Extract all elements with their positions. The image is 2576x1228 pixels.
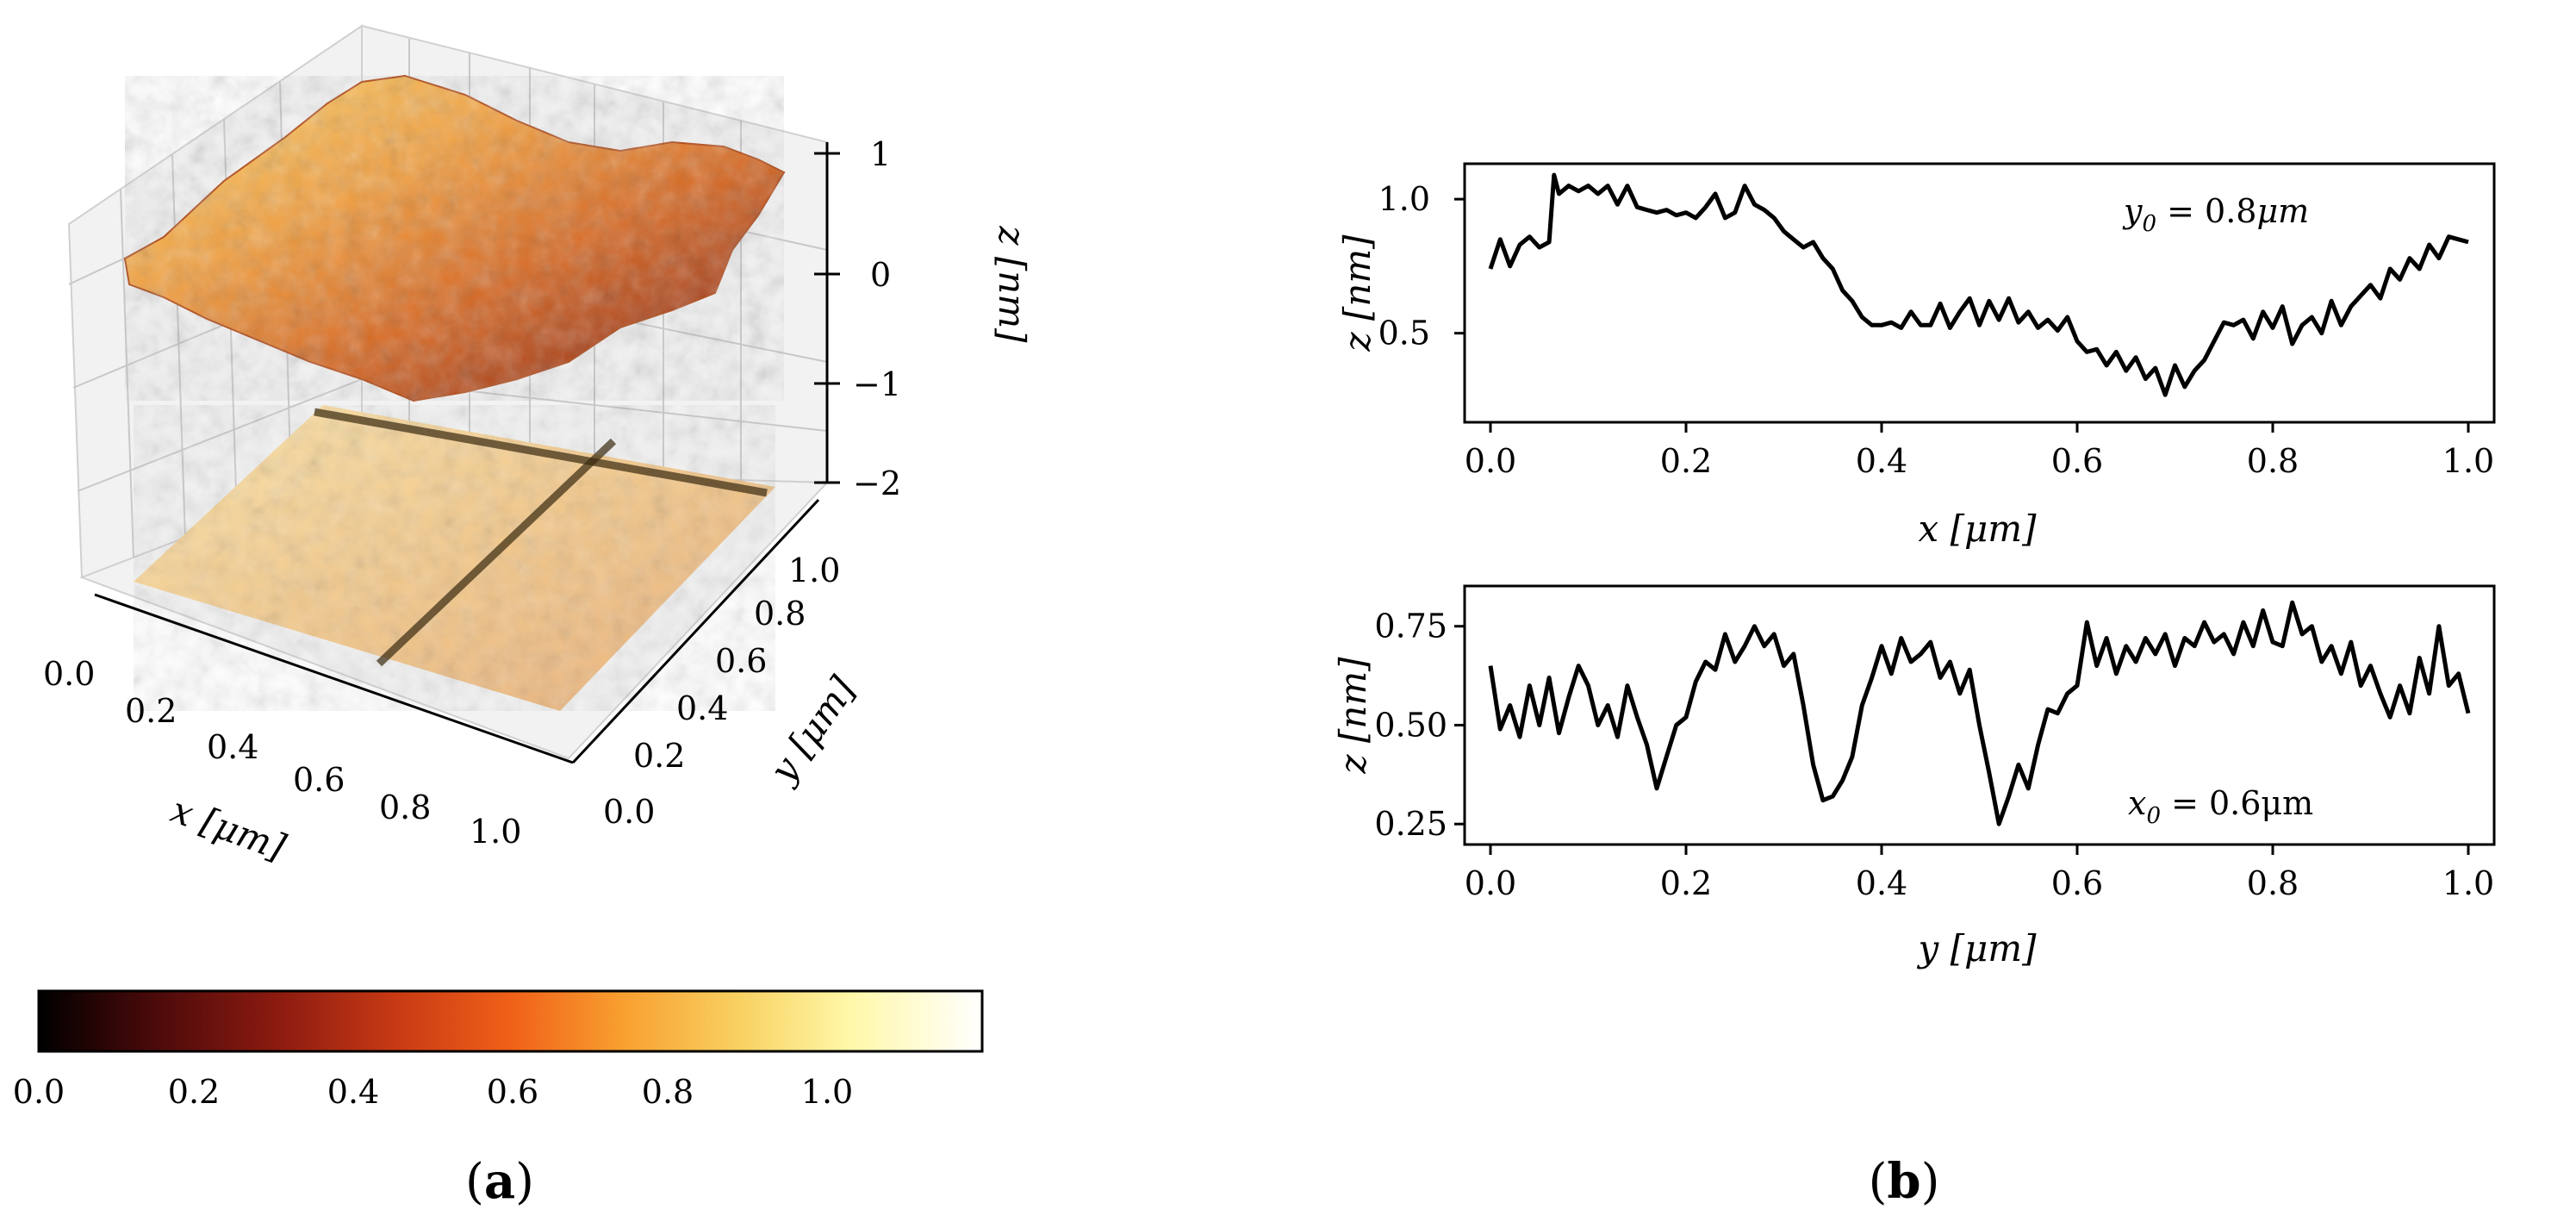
profile-line-x xyxy=(1488,172,2469,397)
y-tick-label: 0.50 xyxy=(1374,706,1447,744)
profile-line-y xyxy=(1488,600,2471,826)
y-axis-label: y [μm] xyxy=(761,669,864,791)
x-tick-label: 0.8 xyxy=(2247,864,2299,902)
y-tick-label: 0.8 xyxy=(754,595,806,633)
y-axis-label: z [nm] xyxy=(1336,234,1378,352)
annotation-y0: y0 = 0.8μm xyxy=(2122,192,2309,237)
plot-frame xyxy=(1463,162,2496,424)
cut-line-x0 xyxy=(376,438,617,667)
x-ticks: 0.0 0.2 0.4 0.6 0.8 1.0 xyxy=(43,655,521,851)
panel-label-b: (b) xyxy=(1869,1153,1940,1210)
x-tick-label: 0.6 xyxy=(293,761,345,799)
colorbar: 0.0 0.2 0.4 0.6 0.8 1.0 xyxy=(13,989,984,1111)
profile-plot-y: 0.0 0.2 0.4 0.6 0.8 1.0 x0 = 0.6μm 0.75 0.50 … xyxy=(1332,584,2496,969)
z-ticks: 1 0 −1 −2 xyxy=(814,135,901,502)
x-tick-label: 0.0 xyxy=(1465,442,1516,480)
y-tick-label: 0.6 xyxy=(715,642,767,680)
y-tick-label: 0.2 xyxy=(633,737,685,775)
colorbar-tick-label: 0.0 xyxy=(13,1073,65,1111)
y-tick-label: 0.4 xyxy=(676,689,728,727)
z-tick-label: −1 xyxy=(853,365,901,403)
x-axis-line xyxy=(94,593,574,764)
z-axis-label: z [nm] xyxy=(991,225,1033,343)
x-tick-label: 0.6 xyxy=(2051,442,2103,480)
y-axis-label: z [nm] xyxy=(1332,657,1374,775)
x-axis-label: x [μm] xyxy=(165,789,291,869)
z-tick-label: 0 xyxy=(870,256,891,294)
y-axis-line xyxy=(571,498,820,764)
colorbar-tick-label: 0.8 xyxy=(642,1073,694,1111)
x-tick-label: 0.8 xyxy=(379,789,431,826)
y-tick-label: 1.0 xyxy=(1378,180,1430,218)
x-tick-label: 0.2 xyxy=(125,692,177,730)
x-axis-label: x [μm] xyxy=(1919,508,2038,550)
x-tick-label: 0.0 xyxy=(43,655,95,693)
x-tick-label: 0.2 xyxy=(1660,864,1712,902)
x-ticks-bottom: 0.0 0.2 0.4 0.6 0.8 1.0 xyxy=(1454,625,2494,902)
y-ticks: 0.0 0.2 0.4 0.6 0.8 1.0 xyxy=(603,552,840,831)
colorbar-tick-label: 1.0 xyxy=(801,1073,853,1111)
y-tick-label: 0.25 xyxy=(1374,805,1447,843)
x-tick-label: 1.0 xyxy=(470,813,521,851)
profile-plot-x: 0.0 0.2 0.4 0.6 0.8 1.0 y0 = 0.8μm 1.0 0.5 z … xyxy=(1336,162,2496,550)
colorbar-tick-label: 0.2 xyxy=(168,1073,220,1111)
x-ticks-top: 0.0 0.2 0.4 0.6 0.8 1.0 xyxy=(1454,197,2494,480)
y-tick-label: 0.5 xyxy=(1378,315,1430,352)
colorbar-gradient xyxy=(37,989,984,1053)
x-axis-label: y [μm] xyxy=(1917,927,2038,969)
x-tick-label: 1.0 xyxy=(2442,442,2494,480)
x-tick-label: 0.8 xyxy=(2247,442,2299,480)
y-tick-label: 0.75 xyxy=(1374,608,1447,645)
plot-frame xyxy=(1463,584,2496,846)
x-tick-label: 0.4 xyxy=(207,728,258,766)
annotation-x0: x0 = 0.6μm xyxy=(2128,784,2313,829)
x-tick-label: 1.0 xyxy=(2442,864,2494,902)
cut-line-y0 xyxy=(314,408,768,497)
x-tick-label: 0.0 xyxy=(1465,864,1516,902)
panel-label-a: (a) xyxy=(465,1153,534,1210)
z-tick-label: 1 xyxy=(870,135,891,173)
y-tick-label: 1.0 xyxy=(788,552,840,589)
x-tick-label: 0.4 xyxy=(1856,442,1907,480)
colorbar-tick-label: 0.6 xyxy=(487,1073,538,1111)
y-tick-label: 0.0 xyxy=(603,793,655,831)
x-tick-label: 0.4 xyxy=(1856,864,1907,902)
z-tick-label: −2 xyxy=(853,464,901,502)
x-tick-label: 0.2 xyxy=(1660,442,1712,480)
colorbar-tick-label: 0.4 xyxy=(327,1073,379,1111)
x-tick-label: 0.6 xyxy=(2051,864,2103,902)
surface-3d-plot: 1 0 −1 −2 z [nm] 0.0 0.2 0.4 0.6 0.8 1.0… xyxy=(43,24,1033,869)
